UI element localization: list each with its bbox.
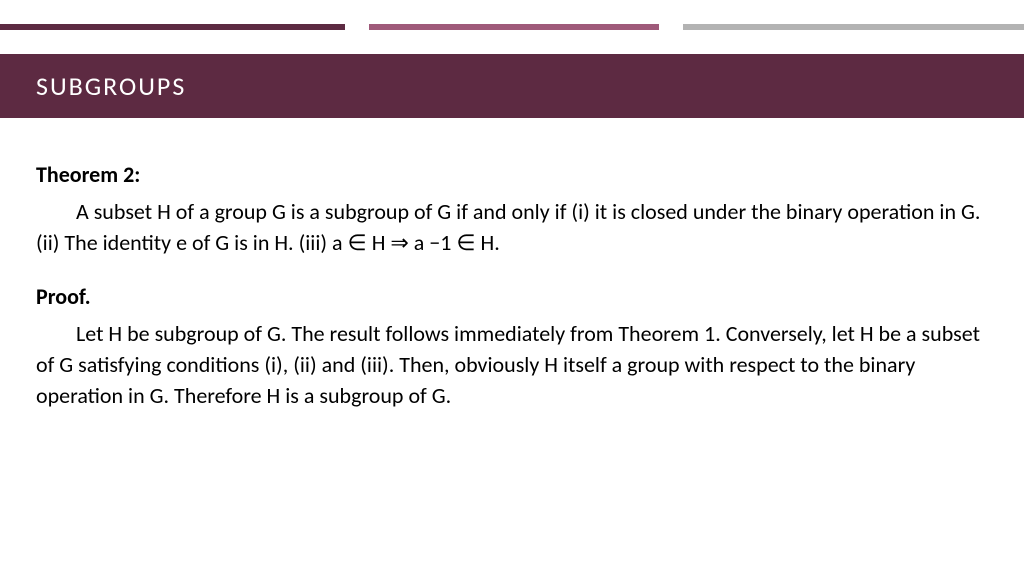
slide-title: SUBGROUPS	[36, 70, 186, 102]
accent-gap-2	[659, 24, 683, 30]
title-bar: SUBGROUPS	[0, 54, 1024, 118]
accent-segment-1	[0, 24, 345, 30]
accent-segment-2	[369, 24, 659, 30]
theorem-block: Theorem 2: A subset H of a group G is a …	[36, 160, 988, 258]
proof-body: Let H be subgroup of G. The result follo…	[36, 319, 988, 411]
proof-label: Proof.	[36, 283, 91, 310]
proof-block: Proof. Let H be subgroup of G. The resul…	[36, 282, 988, 411]
accent-gap-1	[345, 24, 369, 30]
theorem-label: Theorem 2:	[36, 161, 140, 188]
accent-segment-3	[683, 24, 1024, 30]
top-accent-bar	[0, 24, 1024, 30]
theorem-body: A subset H of a group G is a subgroup of…	[36, 197, 988, 259]
slide: SUBGROUPS Theorem 2: A subset H of a gro…	[0, 0, 1024, 576]
content-area: Theorem 2: A subset H of a group G is a …	[36, 160, 988, 436]
